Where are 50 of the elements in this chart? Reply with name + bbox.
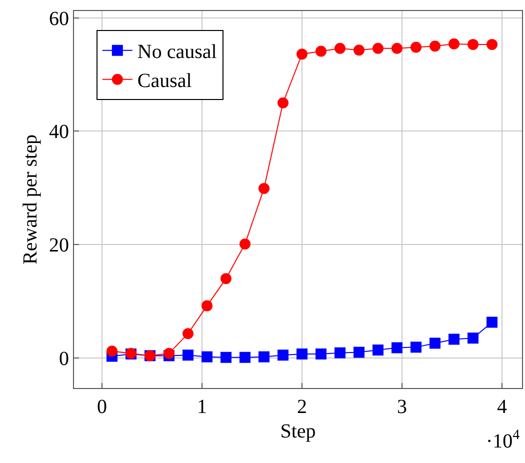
point [334, 42, 346, 54]
point [486, 316, 498, 328]
point [430, 40, 440, 52]
point [258, 182, 270, 194]
point [220, 273, 232, 284]
point [182, 350, 194, 361]
point [164, 348, 174, 359]
point [202, 351, 212, 362]
point [372, 42, 384, 54]
point [258, 351, 270, 362]
point [182, 328, 194, 340]
point [316, 46, 326, 57]
point [220, 352, 232, 363]
point [106, 346, 118, 357]
point [278, 350, 288, 361]
point [430, 338, 440, 349]
point [448, 334, 460, 345]
x-tick-label: 0 [97, 396, 107, 418]
point [468, 332, 478, 344]
x-tick-label: 3 [397, 396, 407, 418]
point [354, 346, 364, 358]
x-tick-label: 4 [497, 396, 507, 418]
point [392, 342, 402, 354]
x-tick-label: 1 [197, 396, 207, 418]
legend-label: Causal [137, 70, 192, 92]
y-tick-label: 40 [49, 121, 69, 144]
point [296, 348, 308, 360]
point [448, 38, 460, 50]
point [240, 238, 250, 250]
point [410, 42, 422, 53]
legend-label: No causal [137, 41, 218, 64]
x-tick-label: 2 [297, 396, 307, 418]
y-axis-title: Reward per step [20, 134, 42, 264]
x-axis-title: Step [280, 420, 316, 442]
y-tick-label: 20 [49, 234, 69, 257]
y-tick-label: 60 [49, 8, 69, 30]
point [392, 42, 402, 54]
point [372, 344, 384, 356]
point [316, 348, 326, 360]
text: ·10$^{4}$ [486, 428, 520, 452]
point [410, 342, 422, 353]
point [278, 97, 288, 108]
point [202, 300, 212, 312]
point [296, 48, 308, 60]
point [240, 352, 250, 363]
point [354, 44, 364, 56]
point [334, 347, 346, 358]
y-tick-label: 0 [59, 348, 69, 370]
point [486, 38, 498, 50]
point [468, 38, 478, 50]
